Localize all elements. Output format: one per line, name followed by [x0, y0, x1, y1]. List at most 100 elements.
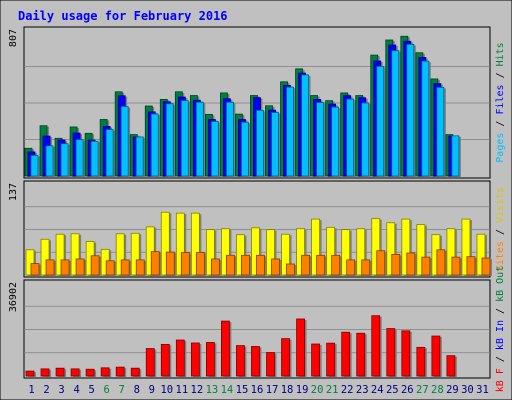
- bar-visits-day-21: [326, 226, 336, 276]
- bar-pages-day-1: [30, 155, 39, 177]
- bar-visits-day-7: [115, 233, 125, 276]
- bar-sites-day-16: [256, 254, 265, 276]
- bar-visits-day-18: [281, 233, 290, 276]
- bar-kbytes-day-26: [401, 330, 411, 377]
- bar-kbytes-day-20: [311, 343, 321, 377]
- bar-kbytes-day-19: [296, 318, 305, 377]
- bar-pages-day-9: [150, 113, 159, 177]
- bar-kbytes-day-17: [266, 352, 275, 377]
- bar-pages-day-3: [60, 143, 69, 177]
- x-tick-label: 22: [341, 384, 354, 396]
- x-tick-label: 24: [371, 384, 384, 396]
- bar-visits-day-29: [446, 228, 456, 276]
- x-tick-label: 27: [416, 384, 429, 396]
- x-tick-label: 14: [221, 384, 234, 396]
- x-tick-label: 7: [119, 384, 125, 396]
- x-tick-label: 16: [251, 384, 264, 396]
- panel-bars: [24, 35, 461, 178]
- bar-sites-day-8: [135, 259, 145, 276]
- panel-series-legend: Sites / Visits: [495, 187, 506, 271]
- x-tick-label: 1: [28, 384, 34, 396]
- bar-kbytes-day-8: [130, 367, 140, 377]
- legend-part: /: [495, 66, 506, 84]
- bar-kbytes-day-11: [175, 339, 185, 377]
- bar-visits-day-2: [40, 238, 50, 276]
- panel-series-legend: kB F / kB In / kB Out: [495, 266, 506, 392]
- bar-kbytes-day-4: [70, 368, 80, 377]
- bar-sites-day-6: [105, 260, 115, 276]
- bar-pages-day-29: [451, 135, 460, 177]
- bar-sites-day-2: [45, 259, 55, 276]
- panel-bars: [25, 211, 492, 276]
- bar-visits-day-1: [25, 249, 35, 276]
- bar-pages-day-5: [90, 140, 99, 177]
- x-tick-label: 25: [386, 384, 399, 396]
- bar-sites-day-29: [451, 256, 461, 276]
- legend-part: /: [495, 115, 506, 133]
- chart-title: Daily usage for February 2016: [18, 9, 228, 23]
- panel-kb: 36902 kB F / kB In / kB Out: [8, 266, 506, 392]
- bar-kbytes-day-12: [190, 342, 200, 377]
- bar-sites-day-5: [90, 255, 100, 276]
- bar-pages-day-25: [391, 50, 400, 177]
- bar-pages-day-8: [135, 136, 144, 177]
- bar-visits-day-26: [401, 218, 411, 276]
- x-tick-label: 23: [356, 384, 369, 396]
- bar-sites-day-11: [180, 252, 190, 276]
- bar-visits-day-16: [251, 227, 260, 276]
- bar-kbytes-day-22: [341, 331, 351, 377]
- bar-pages-day-15: [241, 121, 249, 177]
- x-tick-label: 29: [446, 384, 459, 396]
- bar-sites-day-20: [316, 254, 326, 276]
- bar-kbytes-day-27: [416, 346, 426, 377]
- bar-sites-day-28: [436, 249, 446, 276]
- bar-sites-day-27: [421, 256, 431, 276]
- bar-kbytes-day-21: [326, 342, 336, 377]
- bar-pages-day-24: [376, 66, 385, 177]
- bar-sites-day-26: [406, 252, 416, 276]
- bar-visits-day-19: [296, 228, 305, 276]
- bar-pages-day-10: [165, 103, 174, 177]
- bar-visits-day-11: [175, 212, 185, 276]
- bar-kbytes-day-7: [115, 366, 125, 377]
- x-tick-label: 21: [326, 384, 339, 396]
- bar-pages-day-23: [361, 102, 370, 177]
- bar-kbytes-day-25: [386, 328, 396, 377]
- legend-part: kB In: [495, 320, 506, 350]
- bar-pages-day-6: [105, 129, 114, 177]
- bar-sites-day-12: [195, 252, 205, 276]
- x-tick-label: 11: [176, 384, 189, 396]
- bar-visits-day-27: [416, 224, 426, 276]
- bar-sites-day-31: [481, 257, 491, 276]
- x-tick-label: 2: [43, 384, 49, 396]
- bar-sites-day-13: [210, 258, 220, 276]
- bar-sites-day-4: [75, 258, 85, 276]
- bar-sites-day-21: [331, 254, 341, 276]
- bar-visits-day-9: [145, 226, 155, 276]
- bar-visits-day-25: [386, 222, 396, 276]
- bar-sites-day-15: [241, 254, 250, 276]
- bar-pages-day-2: [45, 145, 54, 177]
- bar-pages-day-19: [301, 74, 309, 177]
- panel-hits-files-pages: 807 Pages / Files / Hits: [8, 26, 506, 179]
- bar-visits-day-22: [341, 229, 351, 276]
- bar-visits-day-15: [236, 234, 245, 276]
- x-tick-label: 17: [266, 384, 279, 396]
- bar-kbytes-day-18: [281, 338, 290, 377]
- x-tick-label: 18: [281, 384, 294, 396]
- bar-visits-day-23: [356, 228, 366, 276]
- bar-sites-day-3: [60, 259, 70, 276]
- bar-pages-day-18: [286, 86, 294, 177]
- bar-kbytes-day-6: [100, 367, 110, 377]
- legend-part: kB Out: [495, 266, 506, 302]
- bar-kbytes-day-24: [371, 315, 381, 377]
- legend-part: Files: [495, 84, 506, 114]
- bar-visits-day-8: [130, 232, 140, 276]
- x-axis-labels: 1 2 3 4 5 6 7 8 9 10 11 12 13 14 15 16 17 18 19 20 21 22 23 24 2…: [28, 384, 488, 396]
- bar-sites-day-23: [361, 259, 371, 276]
- legend-part: Hits: [495, 42, 506, 66]
- bar-pages-day-20: [316, 102, 325, 177]
- legend-part: Sites: [495, 241, 506, 271]
- panel-max-label: 137: [8, 183, 19, 201]
- bar-pages-day-13: [210, 121, 219, 177]
